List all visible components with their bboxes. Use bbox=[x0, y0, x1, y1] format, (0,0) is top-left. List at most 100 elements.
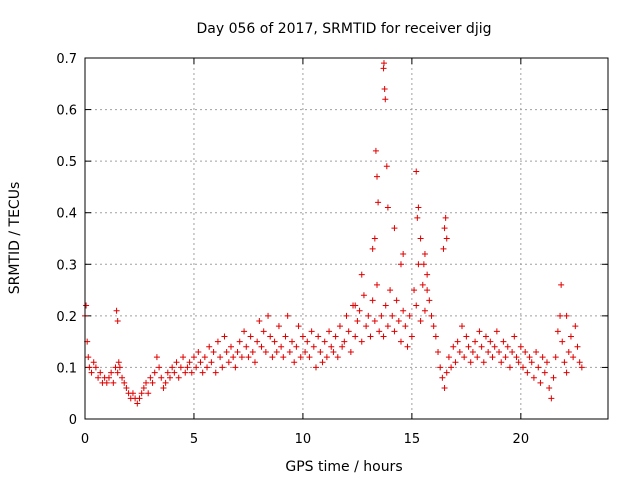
data-point bbox=[223, 348, 230, 355]
data-point bbox=[404, 343, 411, 350]
data-point bbox=[317, 348, 324, 355]
data-point bbox=[95, 374, 102, 381]
data-point bbox=[258, 343, 265, 350]
data-point bbox=[225, 359, 232, 366]
data-point bbox=[572, 323, 579, 330]
data-point bbox=[90, 359, 97, 366]
data-point bbox=[204, 364, 211, 371]
data-point bbox=[539, 354, 546, 361]
data-point bbox=[136, 395, 143, 402]
data-point bbox=[186, 359, 193, 366]
data-point bbox=[358, 271, 365, 278]
data-point bbox=[249, 348, 256, 355]
data-point bbox=[356, 307, 363, 314]
data-point bbox=[143, 379, 150, 386]
data-point bbox=[201, 354, 208, 361]
data-point bbox=[190, 354, 197, 361]
y-tick-label: 0.5 bbox=[56, 155, 77, 170]
data-point bbox=[123, 385, 130, 392]
data-point bbox=[86, 364, 93, 371]
data-point bbox=[533, 348, 540, 355]
data-point bbox=[295, 323, 302, 330]
data-point bbox=[92, 364, 99, 371]
data-point bbox=[522, 348, 529, 355]
data-point bbox=[151, 369, 158, 376]
data-point bbox=[441, 385, 448, 392]
data-point bbox=[543, 359, 550, 366]
data-point bbox=[214, 338, 221, 345]
data-point bbox=[397, 338, 404, 345]
data-point bbox=[419, 281, 426, 288]
data-point bbox=[550, 374, 557, 381]
data-point bbox=[210, 348, 217, 355]
x-tick-labels: 0 5 10 15 20 bbox=[81, 432, 529, 447]
data-point bbox=[217, 354, 224, 361]
data-point bbox=[413, 168, 420, 175]
data-point bbox=[491, 343, 498, 350]
data-point bbox=[574, 343, 581, 350]
data-point bbox=[424, 287, 431, 294]
data-point bbox=[310, 343, 317, 350]
data-point bbox=[482, 333, 489, 340]
data-point bbox=[332, 333, 339, 340]
data-point bbox=[265, 312, 272, 319]
data-point bbox=[402, 323, 409, 330]
data-point bbox=[452, 359, 459, 366]
data-point bbox=[439, 374, 446, 381]
data-point bbox=[363, 323, 370, 330]
data-point bbox=[169, 364, 176, 371]
data-point bbox=[463, 333, 470, 340]
data-point bbox=[286, 348, 293, 355]
data-point bbox=[421, 307, 428, 314]
data-point bbox=[498, 359, 505, 366]
y-tick-label: 0 bbox=[69, 413, 77, 428]
data-point bbox=[352, 333, 359, 340]
data-point bbox=[489, 354, 496, 361]
data-point bbox=[472, 338, 479, 345]
data-point bbox=[424, 271, 431, 278]
data-point bbox=[563, 312, 570, 319]
data-point bbox=[465, 343, 472, 350]
data-point bbox=[114, 369, 121, 376]
data-point bbox=[413, 302, 420, 309]
data-point bbox=[391, 225, 398, 232]
data-point bbox=[247, 333, 254, 340]
data-point bbox=[369, 245, 376, 252]
data-point bbox=[105, 374, 112, 381]
data-point bbox=[182, 369, 189, 376]
data-point bbox=[188, 369, 195, 376]
data-point bbox=[166, 374, 173, 381]
data-point bbox=[526, 354, 533, 361]
data-point bbox=[397, 261, 404, 268]
data-point bbox=[485, 348, 492, 355]
data-point bbox=[541, 369, 548, 376]
data-point bbox=[267, 333, 274, 340]
data-point bbox=[140, 385, 147, 392]
data-point bbox=[228, 343, 235, 350]
data-point bbox=[323, 354, 330, 361]
data-point bbox=[162, 379, 169, 386]
data-point bbox=[520, 364, 527, 371]
data-point bbox=[456, 348, 463, 355]
y-tick-label: 0.1 bbox=[56, 361, 77, 376]
data-point bbox=[269, 354, 276, 361]
data-point bbox=[371, 235, 378, 242]
data-point bbox=[440, 245, 447, 252]
data-point bbox=[343, 312, 350, 319]
data-point bbox=[360, 292, 367, 299]
data-point bbox=[561, 359, 568, 366]
data-point bbox=[278, 343, 285, 350]
data-point bbox=[461, 354, 468, 361]
data-point bbox=[115, 359, 122, 366]
data-point bbox=[535, 364, 542, 371]
data-point bbox=[326, 328, 333, 335]
data-point bbox=[299, 333, 306, 340]
data-point bbox=[275, 323, 282, 330]
data-point bbox=[262, 348, 269, 355]
data-point bbox=[134, 400, 141, 407]
data-point bbox=[478, 343, 485, 350]
data-point bbox=[565, 348, 572, 355]
data-point bbox=[206, 343, 213, 350]
data-point bbox=[365, 312, 372, 319]
data-point bbox=[306, 354, 313, 361]
